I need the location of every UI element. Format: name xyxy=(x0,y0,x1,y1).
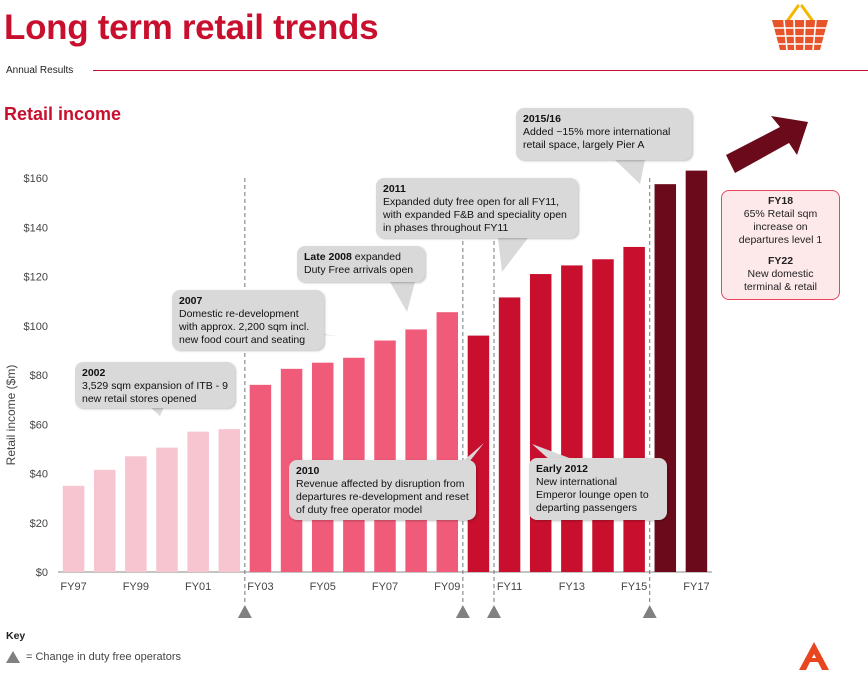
growth-arrow-icon xyxy=(726,116,808,173)
bar-fy03 xyxy=(249,384,272,572)
callout-2015-16-text: Added ~15% more international retail spa… xyxy=(523,126,671,151)
bar-fy00 xyxy=(156,447,178,572)
page-subtitle: Annual Results xyxy=(6,65,74,76)
callout-2007-heading: 2007 xyxy=(179,295,203,307)
bar-fy17 xyxy=(685,170,708,573)
triangle-marker-icon xyxy=(455,605,470,618)
x-tick-label: FY17 xyxy=(683,581,709,593)
fy22-heading: FY22 xyxy=(767,255,794,267)
callout-late-2008: Late 2008 expanded Duty Free arrivals op… xyxy=(297,246,425,282)
bar-fy97 xyxy=(62,485,85,572)
callout-late-2008-text: expanded Duty Free arrivals open xyxy=(304,251,414,276)
bar-fy13 xyxy=(561,265,583,572)
y-tick-label: $40 xyxy=(30,469,48,481)
x-tick-label: FY97 xyxy=(60,581,86,593)
callout-2011-heading: 2011 xyxy=(383,183,406,195)
bar-fy08 xyxy=(405,329,427,572)
x-tick-label: FY03 xyxy=(247,581,273,593)
callout-2002: 2002 3,529 sqm expansion of ITB - 9 new … xyxy=(75,362,235,408)
x-tick-label: FY11 xyxy=(497,581,522,593)
bar-fy01 xyxy=(187,431,209,572)
callout-early-2012-heading: Early 2012 xyxy=(536,463,588,475)
y-tick-label: $0 xyxy=(36,567,48,579)
callout-2002-text: 3,529 sqm expansion of ITB - 9 new retai… xyxy=(82,380,228,405)
y-tick-label: $60 xyxy=(30,419,48,431)
section-title: Retail income xyxy=(4,104,122,124)
x-tick-label: FY09 xyxy=(434,581,460,593)
shopping-basket-icon xyxy=(772,4,828,51)
bar-fy11 xyxy=(498,297,521,572)
callout-early-2012: Early 2012 New international Emperor lou… xyxy=(529,458,667,520)
bar-fy02 xyxy=(218,429,241,572)
airport-logo-icon xyxy=(799,642,829,670)
callout-2007: 2007 Domestic re-development with approx… xyxy=(172,290,324,350)
callout-2010-heading: 2010 xyxy=(296,465,320,477)
callout-2002-heading: 2002 xyxy=(82,367,106,379)
callout-2010: 2010 Revenue affected by disruption from… xyxy=(289,460,476,520)
bar-fy98 xyxy=(93,469,116,572)
key-legend: = Change in duty free operators xyxy=(6,651,181,663)
callout-2011: 2011 Expanded duty free open for all FY1… xyxy=(376,178,578,238)
bar-fy14 xyxy=(592,259,614,572)
bar-fy07 xyxy=(374,340,396,572)
callout-2011-text: Expanded duty free open for all FY11, wi… xyxy=(383,196,567,234)
y-axis-title: Retail income ($m) xyxy=(4,365,18,466)
key-label: Key xyxy=(6,630,26,642)
callout-2015-16: 2015/16 Added ~15% more international re… xyxy=(516,108,692,160)
bar-fy12 xyxy=(529,274,552,572)
triangle-marker-icon xyxy=(642,605,657,618)
triangle-marker-icon xyxy=(487,605,501,618)
x-tick-label: FY07 xyxy=(372,581,398,593)
future-projects-box: FY18 65% Retail sqm increase on departur… xyxy=(721,190,840,300)
y-tick-label: $140 xyxy=(24,222,48,234)
callout-2010-text: Revenue affected by disruption from depa… xyxy=(296,478,469,516)
x-tick-label: FY05 xyxy=(310,581,336,593)
y-tick-label: $160 xyxy=(24,173,48,185)
bar-fy10 xyxy=(467,335,490,572)
x-tick-label: FY99 xyxy=(123,581,149,593)
bar-fy09 xyxy=(436,312,459,572)
y-tick-label: $120 xyxy=(24,272,48,284)
triangle-marker-icon xyxy=(6,651,20,663)
fy18-text: 65% Retail sqm increase on departures le… xyxy=(738,208,823,246)
callout-2015-16-heading: 2015/16 xyxy=(523,113,561,125)
y-tick-label: $100 xyxy=(24,321,48,333)
x-tick-label: FY13 xyxy=(559,581,585,593)
y-tick-label: $20 xyxy=(30,518,48,530)
x-tick-label: FY15 xyxy=(621,581,647,593)
y-axis-label: Retail income ($m) xyxy=(4,365,18,466)
triangle-marker-icon xyxy=(237,605,252,618)
callout-early-2012-text: New international Emperor lounge open to… xyxy=(536,476,649,514)
fy18-heading: FY18 xyxy=(767,195,794,207)
callout-2007-text: Domestic re-development with approx. 2,2… xyxy=(179,308,310,346)
y-tick-label: $80 xyxy=(30,370,48,382)
page-title: Long term retail trends xyxy=(4,8,379,47)
callout-late-2008-heading: Late 2008 xyxy=(304,251,352,263)
fy22-text: New domestic terminal & retail xyxy=(744,268,817,293)
x-tick-label: FY01 xyxy=(185,581,211,593)
header-rule xyxy=(93,70,868,71)
key-triangle-text: = Change in duty free operators xyxy=(26,651,182,663)
bar-fy15 xyxy=(623,246,645,572)
bar-fy99 xyxy=(125,456,147,572)
